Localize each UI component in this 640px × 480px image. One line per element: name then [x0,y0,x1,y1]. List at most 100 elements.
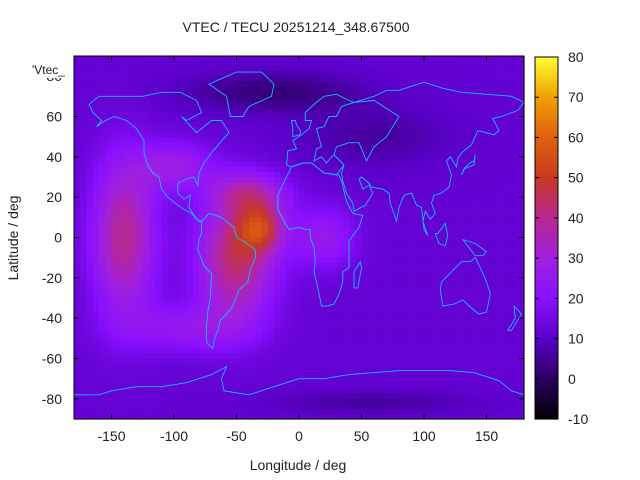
heatmap-cell [249,393,256,400]
heatmap-cell [392,247,400,254]
heatmap-cell [367,338,375,344]
heatmap-cell [349,177,356,183]
heatmap-cell [486,277,494,284]
heatmap-cell [224,343,231,350]
heatmap-cell [211,403,219,410]
heatmap-cell [155,323,163,329]
heatmap-cell [305,141,313,148]
heatmap-cell [367,277,375,284]
heatmap-cell [286,121,294,128]
heatmap-cell [461,71,469,77]
heatmap-cell [486,282,494,289]
heatmap-cell [217,358,225,365]
heatmap-cell [192,257,200,264]
heatmap-cell [399,383,406,390]
heatmap-cell [105,227,113,234]
heatmap-cell [199,106,206,113]
heatmap-cell [299,348,306,355]
heatmap-cell [280,338,288,344]
heatmap-cell [161,61,169,67]
heatmap-cell [261,212,269,218]
heatmap-cell [267,207,275,213]
heatmap-cell [442,71,450,77]
heatmap-cell [442,56,450,62]
heatmap-cell [517,116,525,123]
heatmap-cell [324,217,331,223]
heatmap-cell [111,111,119,118]
heatmap-cell [142,151,150,158]
heatmap-cell [492,116,500,123]
heatmap-cell [167,182,175,188]
heatmap-cell [117,81,125,87]
heatmap-cell [180,222,188,229]
heatmap-cell [199,298,206,304]
heatmap-cell [261,101,269,108]
heatmap-cell [230,207,238,213]
heatmap-cell [511,257,519,264]
heatmap-cell [430,111,438,118]
heatmap-cell [330,298,338,304]
heatmap-cell [499,61,506,67]
heatmap-cell [380,353,388,360]
heatmap-cell [511,202,519,208]
heatmap-cell [286,287,294,294]
heatmap-cell [192,287,200,294]
heatmap-cell [511,318,519,324]
heatmap-cell [217,116,225,123]
heatmap-cell [474,277,481,284]
heatmap-cell [292,91,300,97]
heatmap-cell [130,197,138,203]
heatmap-cell [105,403,113,410]
heatmap-cell [149,272,156,279]
heatmap-cell [317,308,325,314]
heatmap-cell [86,318,94,324]
heatmap-cell [105,292,113,299]
heatmap-cell [380,338,388,344]
heatmap-cell [330,368,338,375]
heatmap-cell [299,151,306,158]
heatmap-cell [80,277,88,284]
heatmap-cell [105,156,113,163]
heatmap-cell [386,247,394,254]
heatmap-cell [299,207,306,213]
heatmap-cell [199,313,206,319]
heatmap-cell [305,116,313,123]
heatmap-cell [167,222,175,229]
heatmap-cell [505,71,513,77]
heatmap-cell [461,272,469,279]
heatmap-cell [124,368,131,375]
heatmap-cell [92,227,100,234]
heatmap-cell [242,71,250,77]
heatmap-cell [224,207,231,213]
heatmap-cell [99,333,106,339]
heatmap-cell [205,282,213,289]
heatmap-cell [299,171,306,178]
heatmap-cell [342,328,350,334]
heatmap-cell [111,378,119,385]
heatmap-cell [230,237,238,244]
heatmap-cell [230,252,238,259]
heatmap-cell [80,257,88,264]
heatmap-cell [480,338,488,344]
heatmap-cell [249,141,256,148]
heatmap-cell [455,388,463,395]
heatmap-cell [455,257,463,264]
heatmap-cell [305,388,313,395]
heatmap-cell [117,156,125,163]
heatmap-cell [242,242,250,249]
heatmap-cell [105,56,113,62]
heatmap-cell [155,76,163,82]
heatmap-cell [74,373,81,380]
heatmap-cell [380,166,388,173]
heatmap-cell [499,76,506,82]
heatmap-cell [392,161,400,168]
heatmap-cell [130,202,138,208]
heatmap-cell [292,247,300,254]
heatmap-cell [480,81,488,87]
heatmap-cell [180,217,188,223]
heatmap-cell [99,303,106,309]
heatmap-cell [411,333,419,339]
heatmap-cell [442,348,450,355]
heatmap-cell [267,277,275,284]
heatmap-cell [149,101,156,108]
